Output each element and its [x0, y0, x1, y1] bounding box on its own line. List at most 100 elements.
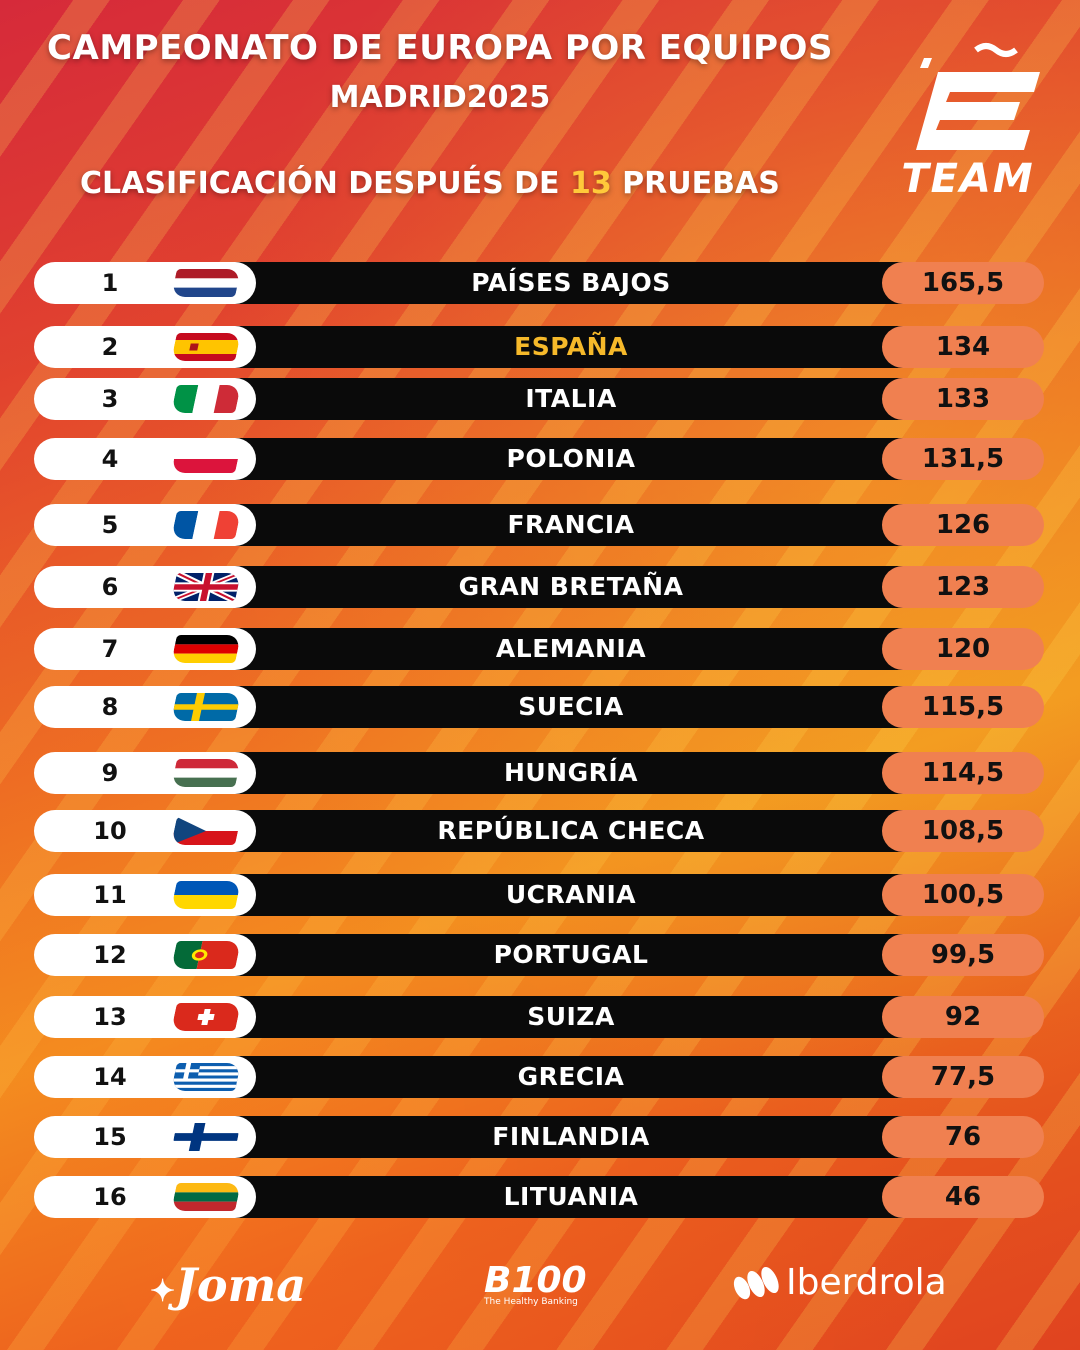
- flag-italy-icon: [171, 385, 241, 413]
- flag-switzerland-icon: [171, 1003, 241, 1031]
- row-bar: [184, 686, 944, 728]
- flag-france-icon: [171, 511, 241, 539]
- rank-number: 10: [93, 817, 127, 845]
- b100-tagline: The Healthy Banking: [484, 1297, 578, 1307]
- points-value: 134: [882, 326, 1044, 368]
- rank-number: 16: [93, 1183, 127, 1211]
- classification-prefix: CLASIFICACIÓN DESPUÉS DE: [80, 166, 570, 201]
- points-value: 123: [882, 566, 1044, 608]
- rank-number: 2: [101, 333, 119, 361]
- table-row: 14 GRECIA 77,5: [34, 1056, 1046, 1098]
- country-name: PAÍSES BAJOS: [471, 268, 671, 297]
- country-name: FINLANDIA: [492, 1122, 650, 1151]
- country-name: SUECIA: [518, 692, 624, 721]
- country-name: GRAN BRETAÑA: [458, 572, 684, 601]
- row-bar: [184, 752, 944, 794]
- rank-number: 15: [93, 1123, 127, 1151]
- flag-sweden-icon: [171, 693, 241, 721]
- row-bar: [184, 378, 944, 420]
- row-bar: [184, 504, 944, 546]
- table-row: 4 POLONIA 131,5: [34, 438, 1046, 480]
- flag-finland-icon: [171, 1123, 241, 1151]
- row-bar: [184, 810, 944, 852]
- country-name: ITALIA: [525, 384, 617, 413]
- table-row: 3 ITALIA 133: [34, 378, 1046, 420]
- rank-number: 13: [93, 1003, 127, 1031]
- table-row: 13 SUIZA 92: [34, 996, 1046, 1038]
- flag-greece-icon: [171, 1063, 241, 1091]
- joma-text: Joma: [175, 1258, 307, 1312]
- table-row: 5 FRANCIA 126: [34, 504, 1046, 546]
- points-value: 92: [882, 996, 1044, 1038]
- classification-heading: CLASIFICACIÓN DESPUÉS DE 13 PRUEBAS: [80, 166, 780, 201]
- points-value: 99,5: [882, 934, 1044, 976]
- e-team-logo-icon: [916, 43, 1040, 150]
- country-name: FRANCIA: [507, 510, 635, 539]
- table-row: 15 FINLANDIA 76: [34, 1116, 1046, 1158]
- flag-poland-icon: [171, 445, 241, 473]
- points-value: 108,5: [882, 810, 1044, 852]
- country-name: GRECIA: [517, 1062, 625, 1091]
- rank-number: 14: [93, 1063, 127, 1091]
- points-value: 46: [882, 1176, 1044, 1218]
- table-row: 16 LITUANIA 46: [34, 1176, 1046, 1218]
- table-row: 7 ALEMANIA 120: [34, 628, 1046, 670]
- rank-number: 12: [93, 941, 127, 969]
- row-bar: [184, 438, 944, 480]
- points-value: 114,5: [882, 752, 1044, 794]
- points-value: 77,5: [882, 1056, 1044, 1098]
- table-row: 8 SUECIA 115,5: [34, 686, 1046, 728]
- rank-number: 6: [101, 573, 119, 601]
- points-value: 133: [882, 378, 1044, 420]
- iberdrola-leaf-icon: [733, 1266, 779, 1300]
- country-name: HUNGRÍA: [503, 758, 639, 787]
- rank-number: 3: [101, 385, 119, 413]
- row-bar: [184, 874, 944, 916]
- rank-number: 1: [101, 269, 119, 297]
- rank-number: 8: [101, 693, 119, 721]
- rank-number: 11: [93, 881, 127, 909]
- rank-number: 7: [101, 635, 119, 663]
- row-bar: [184, 262, 944, 304]
- points-value: 165,5: [882, 262, 1044, 304]
- logo-text: TEAM: [901, 156, 1035, 202]
- joma-icon: ✦: [150, 1274, 176, 1309]
- table-row: 6 GRAN BRETAÑA 123: [34, 566, 1046, 608]
- country-name: POLONIA: [506, 444, 636, 473]
- rank-number: 5: [101, 511, 119, 539]
- b100-text: B100: [484, 1260, 587, 1301]
- country-name: REPÚBLICA CHECA: [437, 816, 705, 845]
- country-name: ALEMANIA: [495, 634, 647, 663]
- row-bar: [184, 1056, 944, 1098]
- table-row: 1 PAÍSES BAJOS 165,5: [34, 262, 1046, 304]
- flag-ukraine-icon: [171, 881, 241, 909]
- b100-logo: B100 The Healthy Banking: [484, 1260, 587, 1307]
- classification-suffix: PRUEBAS: [611, 166, 780, 201]
- rank-number: 9: [101, 759, 119, 787]
- sponsors-bar: ✦Joma B100 The Healthy Banking Iberdrola: [0, 1250, 1080, 1330]
- flag-portugal-icon: [171, 941, 241, 969]
- page-subtitle: MADRID2025: [329, 80, 551, 115]
- joma-logo: ✦Joma: [150, 1258, 306, 1312]
- flag-czechia-icon: [171, 817, 241, 845]
- country-name: SUIZA: [527, 1002, 615, 1031]
- flag-great-britain-icon: [171, 573, 241, 601]
- points-value: 115,5: [882, 686, 1044, 728]
- e-team-logo: TEAM: [880, 40, 1050, 210]
- row-bar: [184, 566, 944, 608]
- table-row: 12 PORTUGAL 99,5: [34, 934, 1046, 976]
- country-name: ESPAÑA: [514, 332, 628, 361]
- row-bar: [184, 628, 944, 670]
- flag-spain-icon: [171, 333, 241, 361]
- flag-hungary-icon: [171, 759, 241, 787]
- row-bar: [184, 326, 944, 368]
- flag-germany-icon: [171, 635, 241, 663]
- flag-netherlands-icon: [171, 269, 241, 297]
- classification-number: 13: [569, 166, 612, 201]
- points-value: 126: [882, 504, 1044, 546]
- iberdrola-logo: Iberdrola: [730, 1262, 947, 1303]
- points-value: 120: [882, 628, 1044, 670]
- points-value: 76: [882, 1116, 1044, 1158]
- flag-lithuania-icon: [171, 1183, 241, 1211]
